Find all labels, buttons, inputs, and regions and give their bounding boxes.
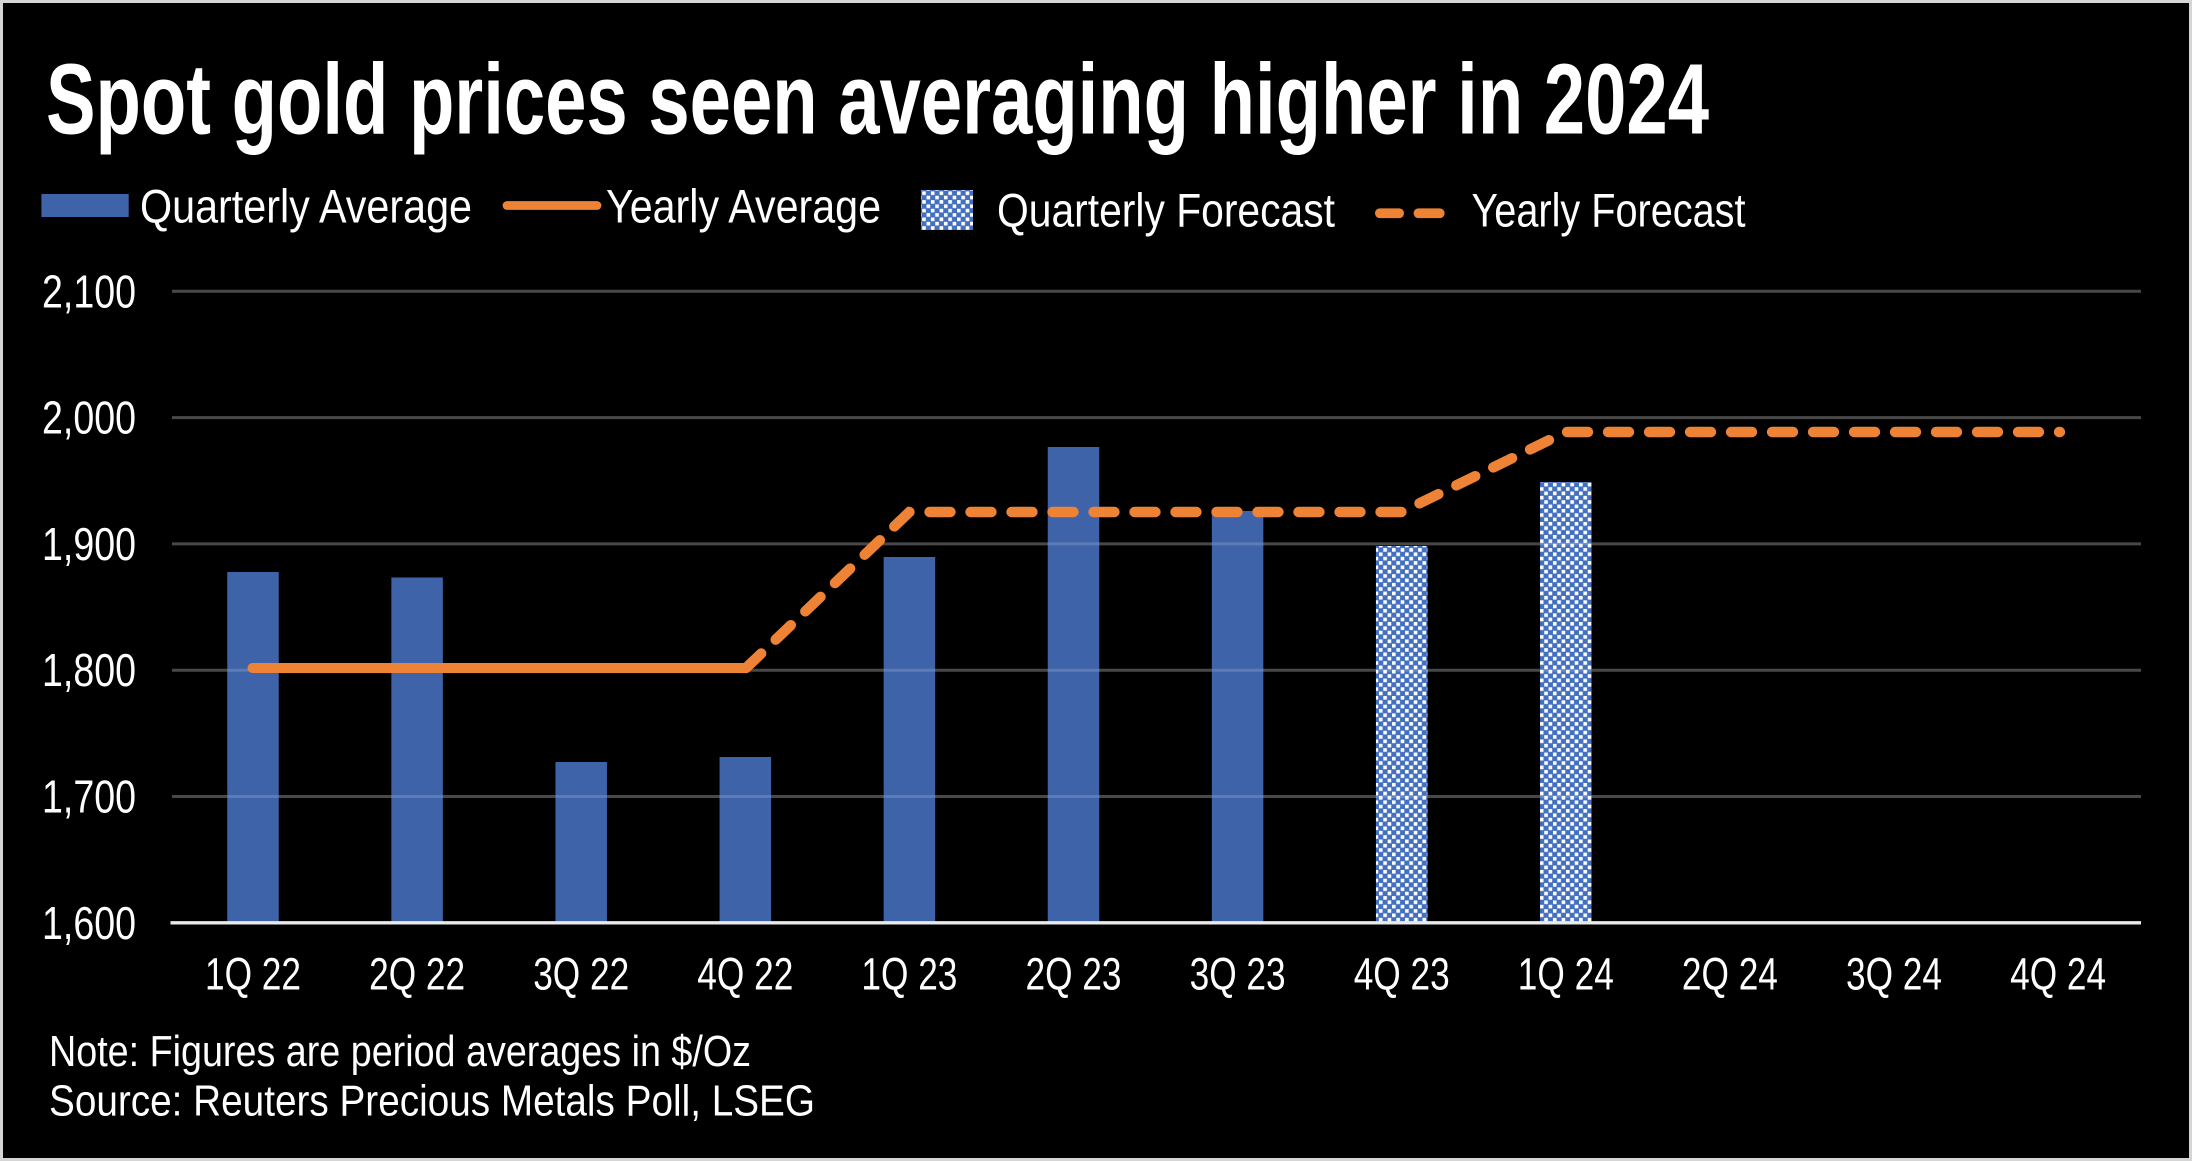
svg-text:1,900: 1,900 [42, 518, 136, 570]
svg-text:2Q 24: 2Q 24 [1682, 949, 1778, 1000]
svg-text:3Q 24: 3Q 24 [1846, 949, 1942, 1000]
svg-text:Quarterly Average: Quarterly Average [140, 180, 472, 233]
svg-text:4Q 23: 4Q 23 [1354, 949, 1450, 1000]
svg-text:Yearly Average: Yearly Average [606, 180, 881, 233]
svg-text:Yearly Forecast: Yearly Forecast [1472, 184, 1746, 237]
svg-text:2Q 22: 2Q 22 [369, 949, 465, 1000]
svg-text:1,700: 1,700 [42, 771, 136, 823]
svg-text:3Q 23: 3Q 23 [1190, 949, 1286, 1000]
svg-text:Source: Reuters Precious Metal: Source: Reuters Precious Metals Poll, LS… [49, 1076, 815, 1125]
svg-text:1,800: 1,800 [42, 644, 136, 696]
svg-text:1Q 22: 1Q 22 [205, 949, 301, 1000]
svg-text:2,100: 2,100 [42, 265, 136, 317]
svg-text:3Q 22: 3Q 22 [533, 949, 629, 1000]
svg-text:2Q 23: 2Q 23 [1026, 949, 1122, 1000]
svg-text:4Q 22: 4Q 22 [697, 949, 793, 1000]
svg-text:Quarterly Forecast: Quarterly Forecast [997, 184, 1335, 237]
svg-text:4Q 24: 4Q 24 [2010, 949, 2106, 1000]
svg-text:Note: Figures are period avera: Note: Figures are period averages in $/O… [49, 1027, 751, 1076]
svg-text:Spot gold prices seen averagin: Spot gold prices seen averaging higher i… [46, 44, 1709, 156]
svg-text:1Q 23: 1Q 23 [861, 949, 957, 1000]
svg-text:2,000: 2,000 [42, 392, 136, 444]
svg-text:1,600: 1,600 [42, 897, 136, 949]
svg-text:1Q 24: 1Q 24 [1518, 949, 1614, 1000]
